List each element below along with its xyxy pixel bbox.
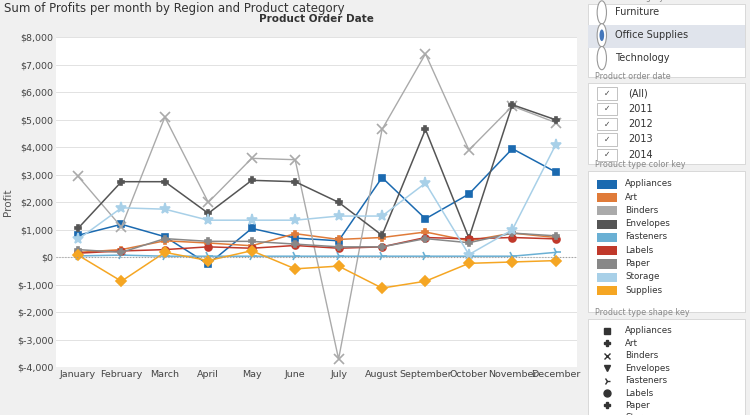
Text: Product category: Product category (596, 0, 664, 2)
Text: Paper: Paper (626, 259, 650, 268)
Text: Product Order Date: Product Order Date (260, 14, 374, 24)
Text: Sum of Profits per month by Region and Product category: Sum of Profits per month by Region and P… (4, 2, 344, 15)
FancyBboxPatch shape (589, 171, 745, 312)
Bar (597, 286, 616, 295)
Text: Appliances: Appliances (626, 179, 673, 188)
FancyBboxPatch shape (597, 149, 616, 161)
Bar (597, 246, 616, 255)
Text: Appliances: Appliances (626, 326, 673, 335)
Text: Labels: Labels (626, 388, 653, 398)
Text: Storage: Storage (626, 413, 659, 415)
Text: Art: Art (626, 339, 638, 348)
Text: ✓: ✓ (604, 135, 610, 144)
Text: Supplies: Supplies (626, 286, 662, 295)
Text: (All): (All) (628, 88, 648, 98)
Text: Envelopes: Envelopes (626, 364, 670, 373)
Text: Labels: Labels (626, 246, 653, 255)
Circle shape (597, 24, 607, 47)
Bar (597, 193, 616, 202)
FancyBboxPatch shape (589, 319, 745, 415)
Text: ✓: ✓ (604, 150, 610, 159)
Text: 2012: 2012 (628, 119, 653, 129)
Bar (597, 273, 616, 282)
FancyBboxPatch shape (589, 4, 745, 77)
Text: Furniture: Furniture (615, 7, 659, 17)
Text: 2014: 2014 (628, 150, 653, 160)
Bar (597, 180, 616, 189)
Text: Binders: Binders (626, 351, 658, 360)
Text: Binders: Binders (626, 206, 658, 215)
Bar (597, 259, 616, 269)
Bar (597, 233, 616, 242)
Text: Product type color key: Product type color key (596, 160, 686, 169)
Text: Office Supplies: Office Supplies (615, 30, 689, 40)
Bar (597, 220, 616, 229)
Text: ✓: ✓ (604, 89, 610, 98)
FancyBboxPatch shape (597, 103, 616, 115)
Text: Envelopes: Envelopes (626, 219, 670, 228)
Text: 2011: 2011 (628, 104, 653, 114)
Bar (597, 206, 616, 215)
Text: Storage: Storage (626, 272, 659, 281)
Text: Fasteners: Fasteners (626, 232, 668, 242)
FancyBboxPatch shape (597, 87, 616, 100)
Text: Art: Art (626, 193, 638, 202)
Text: ✓: ✓ (604, 104, 610, 113)
Circle shape (597, 1, 607, 24)
FancyBboxPatch shape (597, 133, 616, 146)
Circle shape (599, 29, 604, 41)
Y-axis label: Profit: Profit (3, 188, 13, 216)
Text: ✓: ✓ (604, 120, 610, 129)
Text: Technology: Technology (615, 53, 670, 63)
FancyBboxPatch shape (589, 83, 745, 164)
Text: Paper: Paper (626, 401, 650, 410)
Text: Fasteners: Fasteners (626, 376, 668, 385)
Text: Product type shape key: Product type shape key (596, 308, 690, 317)
Bar (589, 25, 745, 48)
FancyBboxPatch shape (597, 118, 616, 130)
Circle shape (597, 46, 607, 70)
Text: Product order date: Product order date (596, 72, 670, 81)
Text: 2013: 2013 (628, 134, 653, 144)
